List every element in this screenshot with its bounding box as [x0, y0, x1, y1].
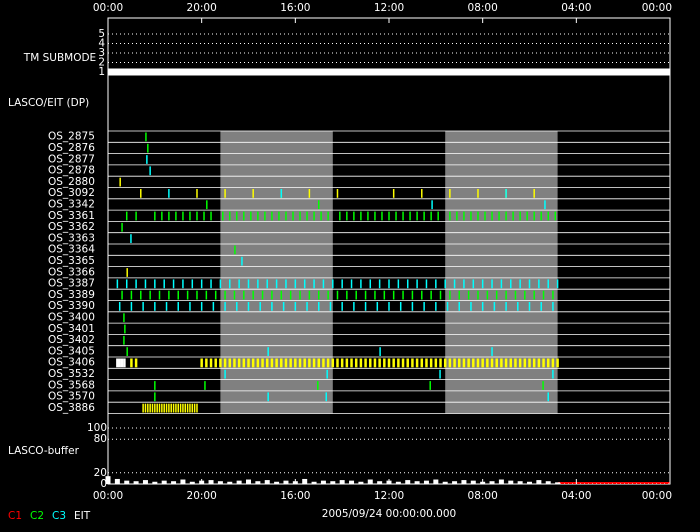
x-tick-label-bottom: 04:00 [561, 490, 591, 502]
row-label: OS_3402 [48, 334, 95, 346]
row-label: OS_3342 [48, 198, 95, 210]
row-label: OS_3570 [48, 391, 95, 403]
x-tick-label-bottom: 12:00 [374, 490, 404, 502]
panel-label: LASCO/EIT (DP) [8, 97, 89, 109]
row-label: OS_3390 [48, 300, 95, 312]
x-tick-label-top: 20:00 [187, 2, 217, 14]
row-label: OS_2876 [48, 142, 95, 154]
legend-entry: C2 [30, 510, 44, 522]
x-tick-label-top: 08:00 [468, 2, 498, 14]
x-tick-label-bottom: 16:00 [280, 490, 310, 502]
plot-frame [107, 17, 671, 485]
row-label: OS_3886 [48, 402, 95, 414]
row-label: OS_2878 [48, 165, 95, 177]
row-label: OS_3363 [48, 232, 95, 244]
row-label: OS_3568 [48, 379, 95, 391]
tm-tick-label: 4 [98, 38, 105, 50]
x-tick-label-top: 16:00 [280, 2, 310, 14]
row-label: OS_3092 [48, 187, 95, 199]
shaded-region [220, 131, 333, 414]
buffer-tick-label: 0 [100, 478, 107, 490]
x-tick-label-top: 00:00 [642, 2, 672, 14]
chart-title: 2005/09/24 00:00:00.000 [322, 508, 456, 520]
tm-tick-label: 2 [98, 57, 105, 69]
legend-entry: C1 [8, 510, 22, 522]
row-label: OS_3406 [48, 357, 95, 369]
legend-entry: EIT [74, 510, 91, 522]
row-label: OS_3361 [48, 210, 95, 222]
buffer-tick-label: 20 [94, 467, 107, 479]
row-label: OS_2875 [48, 131, 95, 143]
row-label: OS_2880 [48, 176, 95, 188]
row-label: OS_2877 [48, 153, 95, 165]
row-label: OS_3389 [48, 289, 95, 301]
tm-tick-label: 1 [98, 66, 105, 78]
buffer-label: LASCO-buffer [8, 445, 80, 457]
x-tick-label-top: 00:00 [93, 2, 123, 14]
shaded-region [445, 131, 558, 414]
row-label: OS_3365 [48, 255, 95, 267]
buffer-tick-label: 100 [87, 422, 107, 434]
row-label: OS_3405 [48, 345, 95, 357]
row-label: OS_3401 [48, 323, 95, 335]
x-tick-label-bottom: 08:00 [468, 490, 498, 502]
row-label: OS_3362 [48, 221, 95, 233]
tm-tick-label: 3 [98, 47, 105, 59]
buffer-tick-label: 80 [94, 433, 107, 445]
x-tick-label-top: 12:00 [374, 2, 404, 14]
x-tick-label-bottom: 20:00 [187, 490, 217, 502]
x-tick-label-top: 04:00 [561, 2, 591, 14]
x-tick-label-bottom: 00:00 [642, 490, 672, 502]
row-label: OS_3400 [48, 311, 95, 323]
tm-tick-label: 5 [98, 28, 105, 40]
row-label: OS_3364 [48, 244, 95, 256]
row-label: OS_3387 [48, 278, 95, 290]
x-tick-label-bottom: 00:00 [93, 490, 123, 502]
row-label: OS_3532 [48, 368, 95, 380]
row-label: OS_3366 [48, 266, 95, 278]
legend-entry: C3 [52, 510, 66, 522]
tm-submode-label: TM SUBMODE [23, 52, 96, 64]
